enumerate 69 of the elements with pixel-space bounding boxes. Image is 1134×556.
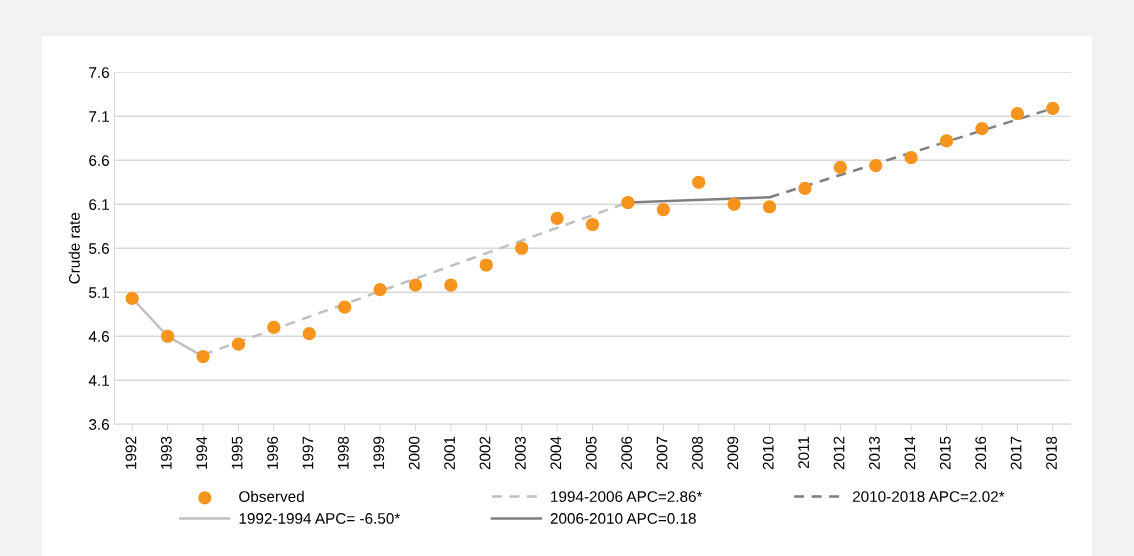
y-axis-title: Crude rate [68,212,80,284]
y-tick-label: 3.6 [89,419,109,430]
y-tick-label: 6.1 [89,199,109,210]
point [833,160,847,174]
legend-label: 1994-2006 APC=2.86* [551,491,703,502]
point [727,197,741,211]
point [939,134,954,148]
x-tick-label: 2006 [621,436,633,470]
point [444,278,458,292]
point [798,181,812,196]
point [267,320,281,335]
legend-label: 2006-2010 APC=0.18 [550,513,696,524]
x-tick-label: 2001 [444,436,455,470]
point [196,349,210,364]
x-tick-label: 1993 [160,436,172,469]
y-tick-label: 4.6 [88,331,109,342]
x-tick-label: 1995 [231,436,243,469]
point [1010,107,1024,121]
y-tick-label: 7.6 [89,67,109,78]
x-tick-label: 2013 [869,436,880,470]
legend-label: 1992-1994 APC= -6.50* [239,513,401,524]
legend-label: Observed [239,490,304,502]
point [515,241,529,255]
x-tick-label: 1999 [373,436,385,469]
x-tick-label: 1998 [337,436,349,469]
y-tick-label: 5.1 [89,287,109,298]
x-tick-label: 2018 [1046,436,1057,470]
x-tick-label: 2016 [975,436,987,470]
x-tick-label: 2007 [656,436,668,470]
x-tick-label: 2012 [833,436,845,470]
x-tick-label: 2017 [1010,436,1022,470]
x-tick-label: 2010 [762,436,774,470]
x-tick-label: 2011 [798,436,810,469]
point [621,195,635,210]
point [302,327,316,341]
x-tick-label: 1997 [302,436,314,469]
x-tick-label: 1994 [196,436,208,469]
point [408,278,423,292]
y-tick-label: 7.1 [89,111,109,122]
point [231,337,246,351]
point [479,258,493,272]
x-tick-label: 2000 [408,436,420,470]
point [762,200,777,214]
x-tick-label: 2002 [479,436,491,470]
point [692,175,706,189]
point [869,158,883,173]
x-tick-label: 2005 [585,436,597,470]
x-tick-label: 2004 [550,436,562,470]
point [1046,101,1060,115]
point [975,122,989,136]
y-tick-label: 6.6 [89,155,109,166]
x-tick-label: 1996 [267,436,278,469]
point [373,283,387,297]
point [585,217,600,232]
point [125,291,139,305]
x-tick-label: 1992 [125,436,137,469]
x-tick-label: 2003 [514,436,526,470]
point [338,300,352,314]
x-tick-label: 2008 [692,436,703,470]
point [904,151,918,165]
point [550,211,564,225]
x-tick-label: 2015 [939,436,951,470]
legend-label: 2010-2018 APC=2.02* [852,491,1005,502]
point [161,329,175,343]
point [656,202,670,217]
y-tick-label: 5.6 [89,243,109,254]
x-tick-label: 2009 [727,436,739,470]
x-tick-label: 2014 [904,436,916,470]
y-tick-label: 4.1 [88,375,109,386]
